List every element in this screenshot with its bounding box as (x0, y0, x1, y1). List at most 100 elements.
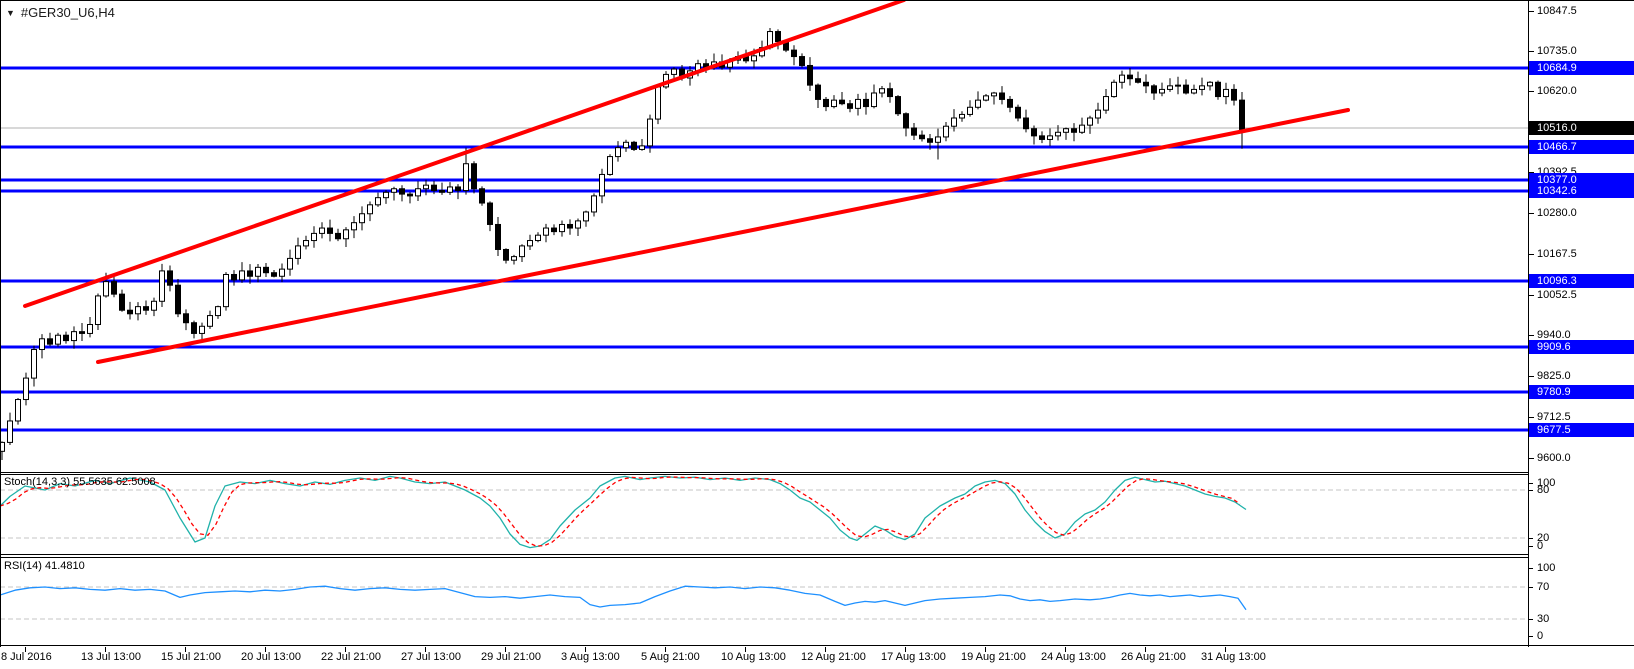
candle-bullish[interactable] (607, 156, 613, 175)
candle-bearish[interactable] (263, 266, 269, 274)
candle-bullish[interactable] (207, 315, 213, 327)
candle-bearish[interactable] (839, 99, 845, 105)
candle-bearish[interactable] (439, 190, 445, 193)
candle-bullish[interactable] (215, 306, 221, 317)
candle-bearish[interactable] (807, 64, 813, 86)
candle-bearish[interactable] (143, 306, 149, 311)
candle-bullish[interactable] (1167, 85, 1173, 90)
candle-bearish[interactable] (1031, 128, 1037, 137)
chart-dropdown-icon[interactable]: ▼ (6, 7, 15, 18)
candle-bullish[interactable] (295, 245, 301, 259)
candle-bearish[interactable] (247, 270, 253, 277)
candle-bullish[interactable] (0, 441, 5, 452)
candle-bearish[interactable] (479, 188, 485, 204)
candle-bullish[interactable] (599, 173, 605, 197)
candle-bearish[interactable] (847, 103, 853, 109)
candle-bullish[interactable] (1119, 74, 1125, 83)
candle-bearish[interactable] (79, 331, 85, 334)
candle-bullish[interactable] (31, 349, 37, 379)
candle-bearish[interactable] (1023, 117, 1029, 130)
candle-bullish[interactable] (95, 295, 101, 326)
candle-bearish[interactable] (1135, 78, 1141, 83)
candle-bearish[interactable] (431, 184, 437, 192)
candle-bearish[interactable] (903, 113, 909, 129)
candle-bullish[interactable] (983, 95, 989, 101)
candle-bullish[interactable] (1055, 131, 1061, 137)
candle-bullish[interactable] (391, 188, 397, 193)
candle-bullish[interactable] (367, 204, 373, 215)
candle-bullish[interactable] (1111, 81, 1117, 98)
candle-bullish[interactable] (959, 113, 965, 119)
candle-bullish[interactable] (223, 273, 229, 308)
candle-bullish[interactable] (239, 270, 245, 281)
candle-bullish[interactable] (1175, 84, 1181, 87)
candle-bullish[interactable] (303, 240, 309, 247)
candle-bearish[interactable] (815, 84, 821, 100)
candle-bullish[interactable] (39, 338, 45, 351)
candle-bearish[interactable] (927, 138, 933, 143)
candle-bearish[interactable] (191, 322, 197, 334)
candle-bearish[interactable] (1143, 81, 1149, 87)
candle-bullish[interactable] (279, 268, 285, 277)
candle-bullish[interactable] (135, 306, 141, 315)
candle-bearish[interactable] (231, 273, 237, 281)
candle-bearish[interactable] (1039, 135, 1045, 140)
candle-bearish[interactable] (119, 293, 125, 311)
candle-bullish[interactable] (319, 227, 325, 234)
candle-bullish[interactable] (655, 86, 661, 120)
candle-bearish[interactable] (183, 313, 189, 324)
candle-bullish[interactable] (583, 211, 589, 222)
candle-bullish[interactable] (351, 222, 357, 231)
candle-bearish[interactable] (895, 96, 901, 115)
candle-bullish[interactable] (647, 118, 653, 147)
candle-bullish[interactable] (935, 136, 941, 143)
candle-bullish[interactable] (975, 99, 981, 108)
candle-bearish[interactable] (799, 56, 805, 66)
candle-bullish[interactable] (359, 213, 365, 224)
trendline-upper-channel[interactable] (23, 0, 906, 308)
candle-bullish[interactable] (103, 281, 109, 297)
candle-bearish[interactable] (919, 134, 925, 140)
candle-bearish[interactable] (1183, 84, 1189, 94)
candle-bullish[interactable] (831, 99, 837, 108)
candle-bullish[interactable] (519, 245, 525, 258)
candle-bullish[interactable] (871, 92, 877, 108)
candle-bullish[interactable] (1199, 85, 1205, 90)
candle-bearish[interactable] (775, 31, 781, 43)
candle-bullish[interactable] (1047, 135, 1053, 140)
candle-bearish[interactable] (111, 281, 117, 295)
candle-bearish[interactable] (495, 223, 501, 250)
candle-bullish[interactable] (287, 257, 293, 270)
candle-bearish[interactable] (1127, 74, 1133, 80)
candle-bullish[interactable] (463, 163, 469, 192)
candle-bullish[interactable] (671, 68, 677, 75)
candle-bullish[interactable] (1095, 109, 1101, 119)
candle-bullish[interactable] (623, 141, 629, 149)
candle-bullish[interactable] (1103, 96, 1109, 111)
candle-bullish[interactable] (423, 184, 429, 190)
candle-bullish[interactable] (343, 229, 349, 240)
candle-bearish[interactable] (455, 186, 461, 192)
candle-bullish[interactable] (7, 420, 13, 443)
candle-bearish[interactable] (167, 270, 173, 286)
candle-bullish[interactable] (1063, 128, 1069, 133)
candle-bullish[interactable] (415, 188, 421, 197)
candle-bearish[interactable] (335, 232, 341, 240)
candle-bearish[interactable] (127, 309, 133, 315)
candle-bullish[interactable] (447, 186, 453, 193)
candle-bullish[interactable] (1223, 88, 1229, 98)
candle-bearish[interactable] (1007, 98, 1013, 108)
candle-bearish[interactable] (399, 188, 405, 195)
candle-bullish[interactable] (615, 147, 621, 158)
candle-bullish[interactable] (543, 227, 549, 236)
candle-bearish[interactable] (1231, 88, 1237, 101)
candle-bearish[interactable] (823, 98, 829, 108)
candle-bearish[interactable] (567, 223, 573, 229)
candle-bullish[interactable] (527, 240, 533, 247)
candle-bearish[interactable] (271, 272, 277, 277)
candle-bearish[interactable] (1215, 81, 1221, 98)
candle-bullish[interactable] (511, 256, 517, 261)
candle-bearish[interactable] (175, 284, 181, 315)
candle-bullish[interactable] (255, 266, 261, 277)
